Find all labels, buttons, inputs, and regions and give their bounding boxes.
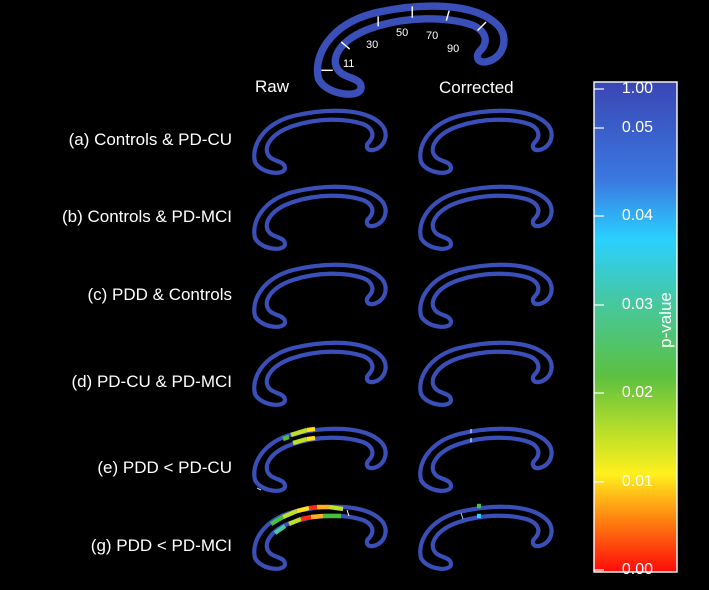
colorbar-tick-label: 0.04 xyxy=(621,207,653,224)
segment-number-11: 11 xyxy=(343,58,355,70)
column-header-corrected: Corrected xyxy=(439,78,514,97)
raw-callosum-a xyxy=(252,108,388,175)
segment-number-30: 30 xyxy=(366,39,379,51)
corrected-callosum-e xyxy=(418,426,554,493)
row-label-g: (g) PDD < PD-MCI xyxy=(90,536,232,555)
colorbar-tick-label: 0.00 xyxy=(621,561,653,578)
raw-callosum-d xyxy=(252,340,388,407)
colorbar-tick-label: 0.02 xyxy=(621,384,653,401)
corrected-callosum-c xyxy=(418,262,554,329)
segment-number-90: 90 xyxy=(447,43,460,55)
row-label-a: (a) Controls & PD-CU xyxy=(68,130,232,149)
row-label-e: (e) PDD < PD-CU xyxy=(97,458,232,477)
column-header-raw: Raw xyxy=(255,77,290,96)
raw-callosum-c xyxy=(252,262,388,329)
colorbar-tick-label: 0.03 xyxy=(621,296,653,313)
corrected-callosum-d xyxy=(418,340,554,407)
row-label-d: (d) PD-CU & PD-MCI xyxy=(71,372,232,391)
corrected-callosum-g xyxy=(418,503,554,571)
row-label-b: (b) Controls & PD-MCI xyxy=(61,207,232,226)
raw-callosum-b xyxy=(252,184,388,251)
corrected-callosum-b xyxy=(418,184,554,251)
corrected-callosum-a xyxy=(418,108,554,175)
colorbar-tick-label: 0.01 xyxy=(621,473,653,490)
colorbar-tick-label: 0.05 xyxy=(621,119,653,136)
raw-callosum-g xyxy=(252,504,388,571)
segment-number-70: 70 xyxy=(426,30,439,42)
reference-callosum xyxy=(313,2,508,98)
row-label-c: (c) PDD & Controls xyxy=(87,285,232,304)
segment-number-50: 50 xyxy=(396,27,409,39)
colorbar xyxy=(593,81,678,573)
colorbar-label: p-value xyxy=(656,292,675,348)
raw-callosum-e xyxy=(252,426,388,493)
colorbar-tick-label: 1.00 xyxy=(621,80,653,97)
